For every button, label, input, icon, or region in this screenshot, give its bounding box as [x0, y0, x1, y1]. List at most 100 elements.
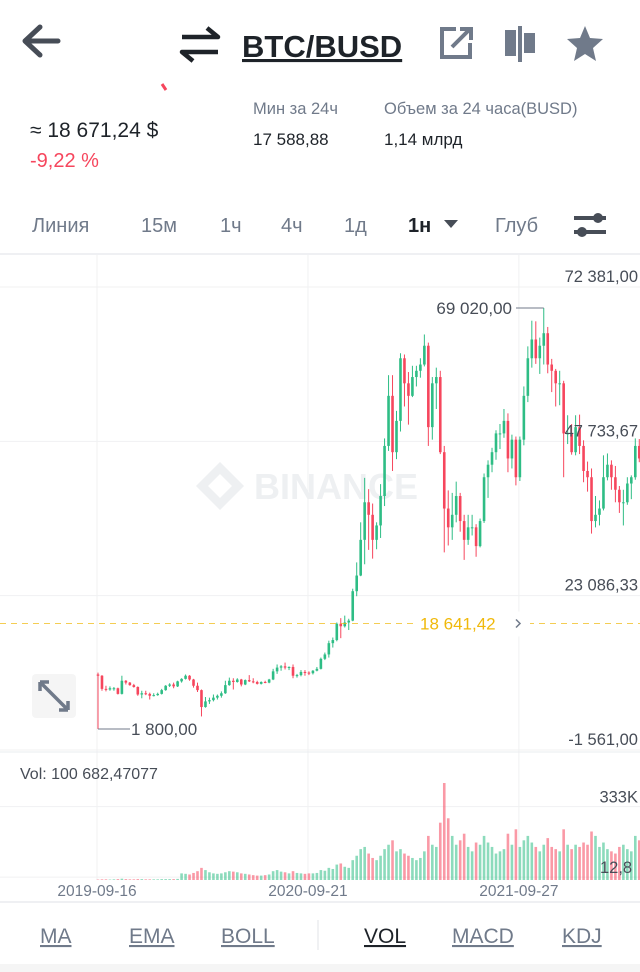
volume-bar — [438, 822, 442, 880]
candle-body — [626, 483, 629, 503]
indicator-tab[interactable]: MACD — [452, 925, 514, 948]
candle-body — [446, 508, 450, 528]
volume-bar — [176, 878, 179, 880]
volume-bar — [124, 879, 128, 880]
candle-body — [518, 439, 522, 478]
candle-body — [590, 477, 593, 522]
volume-bar — [271, 871, 275, 880]
volume-bar — [184, 873, 187, 880]
pair-title[interactable]: BTC/BUSD — [242, 29, 402, 64]
volume-bar — [586, 844, 589, 880]
candle-body — [522, 395, 526, 440]
back-button[interactable] — [22, 24, 61, 58]
candle-body — [562, 383, 565, 434]
volume-bar — [411, 857, 414, 880]
volume-bar — [100, 879, 104, 880]
volume-bar — [204, 870, 207, 880]
candle-body — [323, 654, 327, 659]
candle-body — [267, 679, 271, 683]
volume-bar — [192, 872, 195, 880]
interval-tab[interactable]: 4ч — [281, 215, 303, 237]
candle-body — [299, 671, 303, 676]
candle-body — [411, 377, 414, 396]
volume-bar — [602, 842, 605, 880]
candle-body — [104, 688, 108, 690]
candle-body — [634, 445, 637, 478]
interval-tab[interactable]: 15м — [141, 215, 177, 237]
volume-bar — [128, 879, 132, 880]
indicator-tab[interactable]: MA — [40, 925, 72, 948]
candle-body — [371, 514, 374, 540]
volume-bar — [299, 873, 303, 880]
interval-tab[interactable]: 1ч — [220, 215, 242, 237]
expand-button[interactable] — [32, 674, 76, 718]
candle-body — [152, 695, 156, 697]
candle-body — [255, 681, 259, 684]
volume-bar — [104, 879, 108, 880]
volume-bar — [534, 846, 538, 880]
interval-tab[interactable]: 1н — [408, 215, 431, 237]
volume-bar — [291, 871, 295, 880]
volume-bar — [136, 879, 140, 880]
candle-body — [506, 420, 510, 459]
indicator-tab[interactable]: BOLL — [221, 925, 275, 948]
candle-body — [474, 527, 478, 547]
candle-body — [355, 575, 358, 592]
candle-body — [184, 675, 187, 679]
candle-body — [339, 623, 343, 627]
indicator-tab[interactable]: VOL — [364, 925, 406, 948]
candle-body — [431, 383, 434, 428]
candle-body — [419, 364, 422, 371]
dropdown-arrow — [444, 220, 458, 228]
x-tick-label: 2019-09-16 — [57, 883, 136, 900]
candle-body — [614, 477, 617, 490]
swap-button[interactable] — [179, 26, 221, 63]
volume-bar — [311, 873, 315, 880]
candle-body — [140, 693, 144, 695]
volume-bar — [510, 844, 514, 880]
indicator-tab[interactable]: KDJ — [562, 925, 602, 948]
volume-bar — [526, 835, 530, 880]
settings-button[interactable] — [574, 213, 606, 237]
favorite-button[interactable] — [567, 26, 603, 61]
volume-bar — [474, 842, 478, 880]
volume-bar — [522, 840, 526, 880]
candle-body — [275, 667, 279, 672]
volume-bar — [224, 872, 227, 880]
volume-bar — [152, 879, 156, 880]
volume-bar — [347, 867, 351, 880]
candle-body — [498, 433, 502, 435]
candle-body — [415, 370, 418, 378]
interval-tab[interactable]: Глуб — [495, 215, 538, 237]
candle-body — [602, 477, 605, 509]
max-label: 69 020,00 — [436, 299, 512, 318]
candle-body — [566, 433, 569, 435]
interval-tab[interactable]: Линия — [32, 215, 89, 237]
volume-bar — [435, 846, 438, 880]
stat-label: Мин за 24ч — [253, 100, 338, 118]
candle-body — [395, 420, 398, 453]
indicator-tabs: MA EMA BOLL VOL MACD KDJ — [40, 925, 602, 948]
candle-body — [319, 658, 323, 669]
interval-tab[interactable]: 1д — [344, 215, 367, 237]
volume-bar — [462, 833, 466, 880]
volume-bar — [391, 840, 394, 880]
share-button[interactable] — [440, 27, 473, 59]
volume-bar — [570, 849, 573, 880]
last-price-box[interactable] — [414, 611, 530, 637]
volume-bar — [542, 844, 546, 880]
candle-body — [303, 671, 307, 673]
volume-bar — [180, 873, 183, 880]
volume-bar — [208, 872, 211, 880]
last-price-chevron — [515, 618, 522, 629]
volume-bar — [144, 879, 148, 880]
volume-bar — [275, 870, 279, 880]
candle-body — [156, 693, 159, 696]
volume-bar — [514, 829, 518, 880]
candle-body — [423, 345, 426, 365]
volume-bar — [267, 874, 271, 880]
compare-button[interactable] — [505, 26, 535, 62]
indicator-tab[interactable]: EMA — [129, 925, 175, 948]
candle-body — [558, 383, 561, 385]
volume-bar — [172, 879, 175, 880]
